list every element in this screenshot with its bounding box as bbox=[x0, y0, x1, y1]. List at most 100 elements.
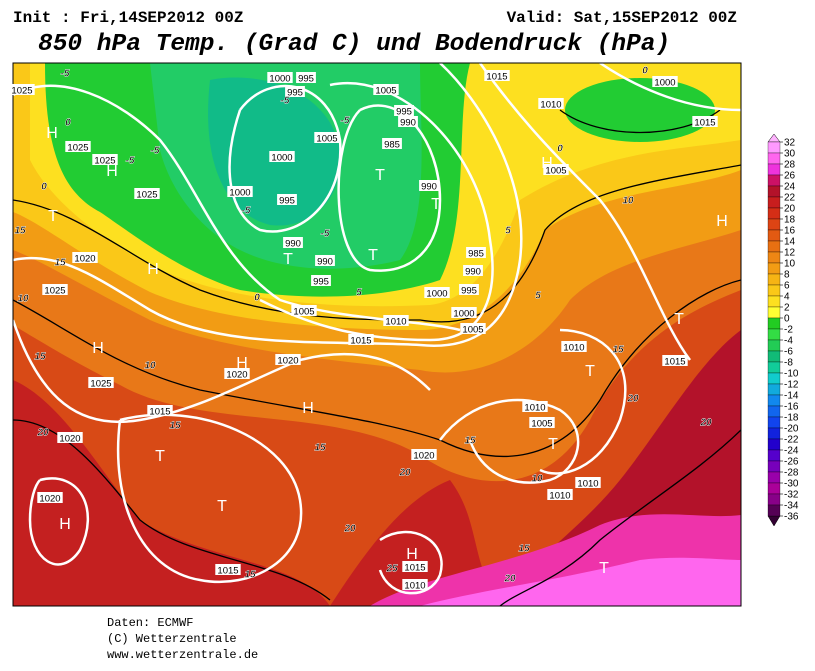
isobar-label: 1010 bbox=[540, 100, 561, 111]
colorbar-label: -28 bbox=[784, 468, 799, 479]
isotherm-label: 15 bbox=[14, 226, 26, 237]
copyright: (C) Wetterzentrale bbox=[107, 632, 237, 646]
pressure-center: T bbox=[599, 560, 609, 577]
temp-zone bbox=[420, 557, 741, 606]
isobar-label-bg bbox=[398, 116, 418, 127]
isobar-label: 990 bbox=[317, 257, 333, 268]
isotherm-label: 10 bbox=[17, 294, 29, 305]
isotherm-label: 5 bbox=[356, 288, 362, 299]
isobar-label: 1020 bbox=[39, 494, 60, 505]
colorbar-label: 14 bbox=[784, 237, 796, 248]
pressure-center: T bbox=[368, 247, 378, 264]
pressure-center: T bbox=[674, 311, 684, 328]
isobar-label: 1025 bbox=[44, 286, 65, 297]
isobar-label: 1005 bbox=[531, 419, 552, 430]
pressure-center: T bbox=[283, 251, 293, 268]
map-title: 850 hPa Temp. (Grad C) und Bodendruck (h… bbox=[38, 31, 670, 58]
pressure-center: H bbox=[46, 125, 58, 142]
isotherm-label: 15 bbox=[54, 258, 66, 269]
isobar-label-bg bbox=[463, 265, 483, 276]
isobar-label-bg bbox=[460, 323, 486, 334]
colorbar-band bbox=[767, 427, 781, 440]
isobar-label-bg bbox=[466, 247, 486, 258]
colorbar-band bbox=[767, 471, 781, 484]
isobar-label: 1025 bbox=[67, 143, 88, 154]
isotherm-label: -5 bbox=[281, 96, 290, 107]
colorbar-label: 16 bbox=[784, 226, 796, 237]
isotherm-label: -5 bbox=[321, 229, 330, 240]
pressure-center: T bbox=[217, 498, 227, 515]
isobar-label-bg bbox=[538, 98, 564, 109]
isobar-label: 1020 bbox=[74, 254, 95, 265]
isobar-label-bg bbox=[575, 477, 601, 488]
colorbar-band bbox=[767, 152, 781, 165]
isobar-label-bg bbox=[373, 84, 399, 95]
colorbar-label: 22 bbox=[784, 193, 796, 204]
isobar-label-bg bbox=[484, 70, 510, 81]
colorbar-band bbox=[767, 493, 781, 506]
isobar-label-bg bbox=[394, 105, 414, 116]
temp-zone bbox=[565, 78, 715, 142]
temp-zone bbox=[13, 380, 330, 606]
isobar-label: 990 bbox=[400, 118, 416, 129]
colorbar-label: -30 bbox=[784, 479, 799, 490]
colorbar-label: -16 bbox=[784, 402, 799, 413]
isotherm-label: 20 bbox=[36, 428, 49, 439]
colorbar-label: 0 bbox=[784, 314, 790, 325]
isotherm-label: 20 bbox=[699, 418, 712, 429]
isobar-label-bg bbox=[543, 164, 569, 175]
pressure-center: H bbox=[302, 400, 314, 417]
isotherm-label: 20 bbox=[343, 524, 356, 535]
colorbar-band bbox=[767, 438, 781, 451]
isobar-label-bg bbox=[134, 188, 160, 199]
isotherm-label: 25 bbox=[385, 564, 398, 575]
isobar-label-bg bbox=[285, 86, 305, 97]
colorbar-label: -22 bbox=[784, 435, 799, 446]
isotherm-label: 20 bbox=[503, 574, 516, 585]
colorbar-band bbox=[767, 339, 781, 352]
isobar-label-bg bbox=[382, 138, 402, 149]
colorbar-band bbox=[767, 361, 781, 374]
colorbar-band bbox=[767, 350, 781, 363]
pressure-center: T bbox=[431, 196, 441, 213]
isobars bbox=[13, 63, 741, 595]
isotherm-label: 15 bbox=[314, 443, 326, 454]
isobar-label: 1020 bbox=[226, 370, 247, 381]
isotherm-label: 0 bbox=[254, 293, 260, 304]
website: www.wetterzentrale.de bbox=[107, 648, 258, 662]
isotherm-label: -5 bbox=[61, 69, 70, 80]
colorbar-label: -26 bbox=[784, 457, 799, 468]
colorbar-label: 28 bbox=[784, 160, 796, 171]
isobar-label: 995 bbox=[287, 88, 303, 99]
isotherm-label: 15 bbox=[244, 570, 256, 581]
isobar-label: 1025 bbox=[136, 190, 157, 201]
isobar-label: 1010 bbox=[385, 317, 406, 328]
colorbar-label: -36 bbox=[784, 512, 799, 523]
isotherm-label: 10 bbox=[531, 474, 543, 485]
colorbar-band bbox=[767, 295, 781, 308]
isotherm-label: 20 bbox=[626, 394, 639, 405]
isobar-label: 1010 bbox=[577, 479, 598, 490]
isobar-label: 1010 bbox=[563, 343, 584, 354]
colorbar-label: -8 bbox=[784, 358, 793, 369]
colorbar-label: -2 bbox=[784, 325, 793, 336]
isobar-label-bg bbox=[275, 354, 301, 365]
isotherm-label: 0 bbox=[41, 182, 47, 193]
isobar-label-bg bbox=[662, 355, 688, 366]
isobar-label: 1000 bbox=[271, 153, 292, 164]
pressure-center: T bbox=[548, 436, 558, 453]
isotherm-label: 15 bbox=[518, 544, 530, 555]
colorbar-band bbox=[767, 218, 781, 231]
isobar-label: 990 bbox=[421, 182, 437, 193]
pressure-center: H bbox=[406, 546, 418, 563]
isotherm-label: 15 bbox=[464, 436, 476, 447]
colorbar-band bbox=[767, 141, 781, 154]
pressure-center: H bbox=[541, 155, 553, 172]
isobar-label: 1015 bbox=[149, 407, 170, 418]
isobar-label: 1015 bbox=[404, 563, 425, 574]
isobar-label: 1015 bbox=[350, 336, 371, 347]
isobar-label: 1000 bbox=[269, 74, 290, 85]
isobar-label: 990 bbox=[465, 267, 481, 278]
isobar-label-bg bbox=[42, 284, 68, 295]
